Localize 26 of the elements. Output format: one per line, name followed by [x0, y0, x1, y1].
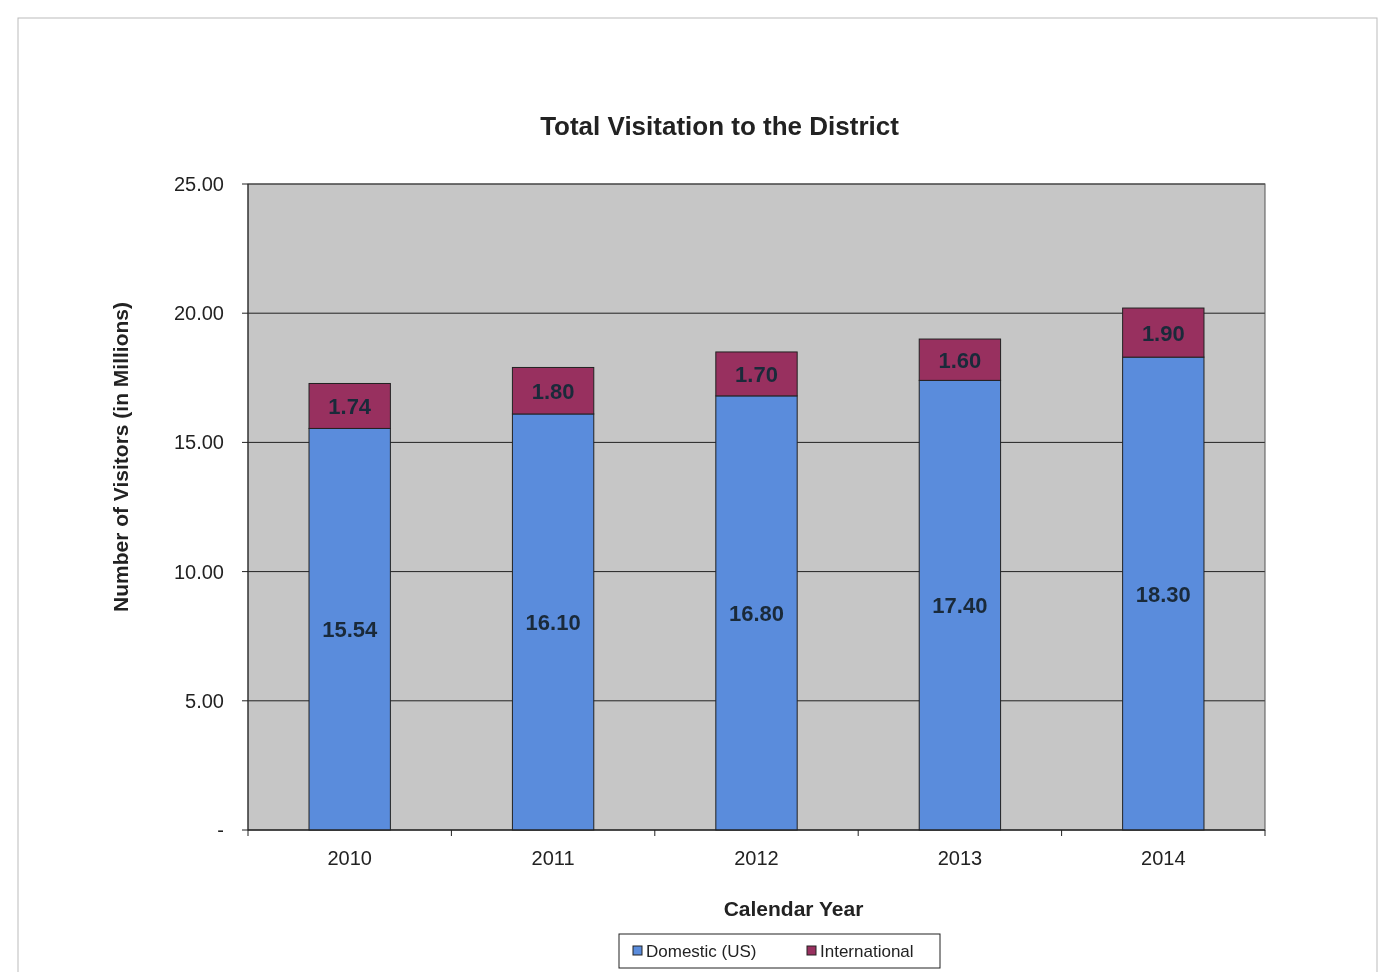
x-tick-label: 2012 — [734, 847, 779, 869]
legend-label: Domestic (US) — [646, 942, 757, 961]
data-label: 1.60 — [938, 347, 982, 373]
y-tick-label: 25.00 — [173, 173, 224, 195]
y-tick-label: 20.00 — [173, 302, 224, 325]
y-tick-label: 15.00 — [173, 431, 224, 454]
data-label: 1.70 — [735, 361, 778, 387]
data-label: 18.30 — [1135, 581, 1191, 607]
x-axis-title: Calendar Year — [723, 897, 864, 920]
x-tick-label: 2014 — [1141, 847, 1186, 869]
data-label: 16.10 — [525, 609, 581, 635]
y-tick-label: 5.00 — [185, 689, 224, 712]
y-tick-label: 10.00 — [173, 560, 224, 583]
data-label: 1.90 — [1141, 320, 1185, 346]
data-label: 1.74 — [328, 393, 372, 419]
data-label: 17.40 — [932, 593, 988, 619]
y-axis-title: Number of Visitors (in Millions) — [109, 302, 132, 612]
data-label: 1.80 — [531, 378, 575, 404]
x-tick-label: 2010 — [327, 847, 372, 869]
chart-title: Total Visitation to the District — [540, 111, 900, 141]
legend-label: International — [820, 942, 914, 961]
data-label: 16.80 — [728, 600, 785, 626]
data-label: 15.54 — [322, 617, 378, 643]
x-tick-label: 2011 — [531, 847, 575, 869]
y-tick-label: - — [217, 819, 224, 841]
x-tick-label: 2013 — [937, 847, 983, 869]
